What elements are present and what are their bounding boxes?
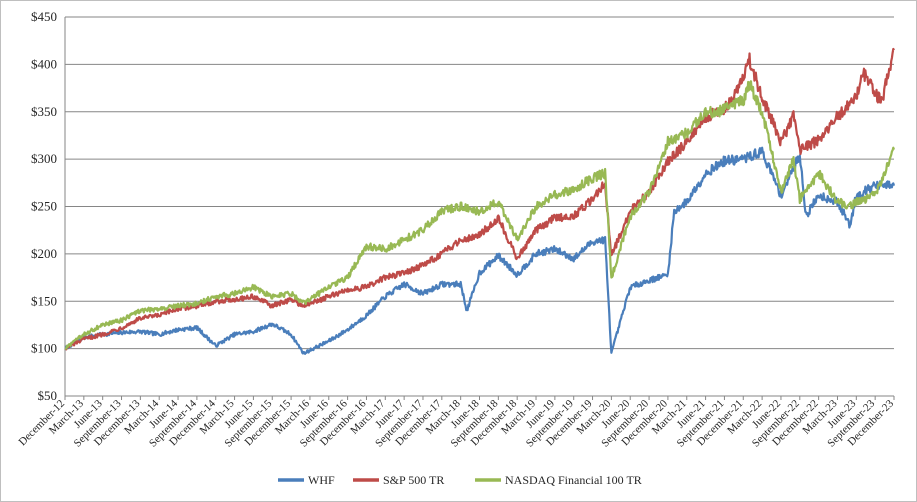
series-line-1	[64, 47, 895, 351]
y-tick-label: $250	[31, 199, 57, 214]
series-line-2	[64, 80, 896, 350]
y-tick-label: $200	[31, 246, 57, 261]
series-line-0	[64, 146, 896, 355]
y-tick-label: $150	[31, 293, 57, 308]
legend: WHF S&P 500 TR NASDAQ Financial 100 TR	[278, 473, 642, 487]
y-tick-label: $50	[38, 388, 58, 403]
y-tick-label: $400	[31, 56, 57, 71]
y-tick-label: $300	[31, 151, 57, 166]
y-tick-label: $100	[31, 341, 57, 356]
series-lines	[64, 47, 896, 355]
legend-label: NASDAQ Financial 100 TR	[505, 473, 642, 487]
axes	[64, 17, 895, 400]
legend-label: S&P 500 TR	[383, 473, 444, 487]
gridlines	[65, 16, 894, 350]
y-axis-tick-labels: $50 $100 $150 $200 $250 $300 $350 $400 $450	[31, 9, 57, 403]
legend-label: WHF	[308, 473, 335, 487]
x-axis-tick-labels: December-12March-13June-13September-13De…	[16, 397, 896, 449]
y-tick-label: $450	[31, 9, 57, 24]
y-tick-label: $350	[31, 104, 57, 119]
